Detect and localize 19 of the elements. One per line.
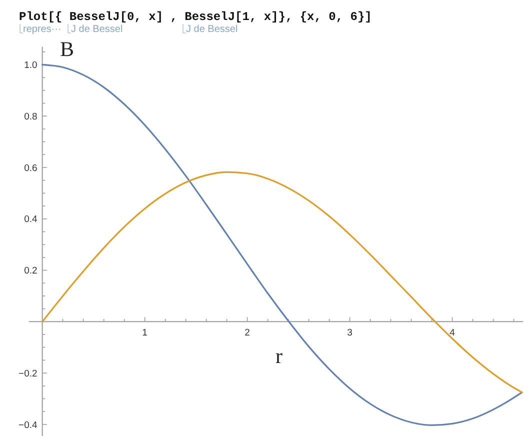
x-tick-label: 4 — [450, 328, 455, 339]
y-axis-title: B — [60, 37, 74, 61]
chart-title: Plot[{ BesselJ[0, x] , BesselJ[1, x]}, {x, 0, 6}] — [19, 10, 372, 24]
y-tick-label: 0.8 — [24, 111, 38, 122]
x-axis-title: r — [276, 344, 282, 368]
line-series — [42, 64, 523, 426]
y-tick-label: −0.4 — [18, 420, 38, 431]
text: repres··· — [23, 24, 62, 35]
line-series — [42, 171, 523, 394]
y-tick-label: −0.2 — [18, 368, 38, 380]
x-tick-label: 3 — [347, 328, 352, 339]
y-tick-label: 0.2 — [24, 266, 38, 277]
text: J de Bessel — [71, 24, 123, 35]
text: J de Bessel — [186, 24, 238, 35]
x-tick-label: 1 — [142, 328, 148, 339]
y-tick-label: 0.4 — [24, 214, 38, 226]
y-tick-label: 1.0 — [24, 60, 38, 72]
y-tick-label: 0.6 — [24, 162, 38, 174]
x-tick-label: 2 — [244, 328, 250, 339]
